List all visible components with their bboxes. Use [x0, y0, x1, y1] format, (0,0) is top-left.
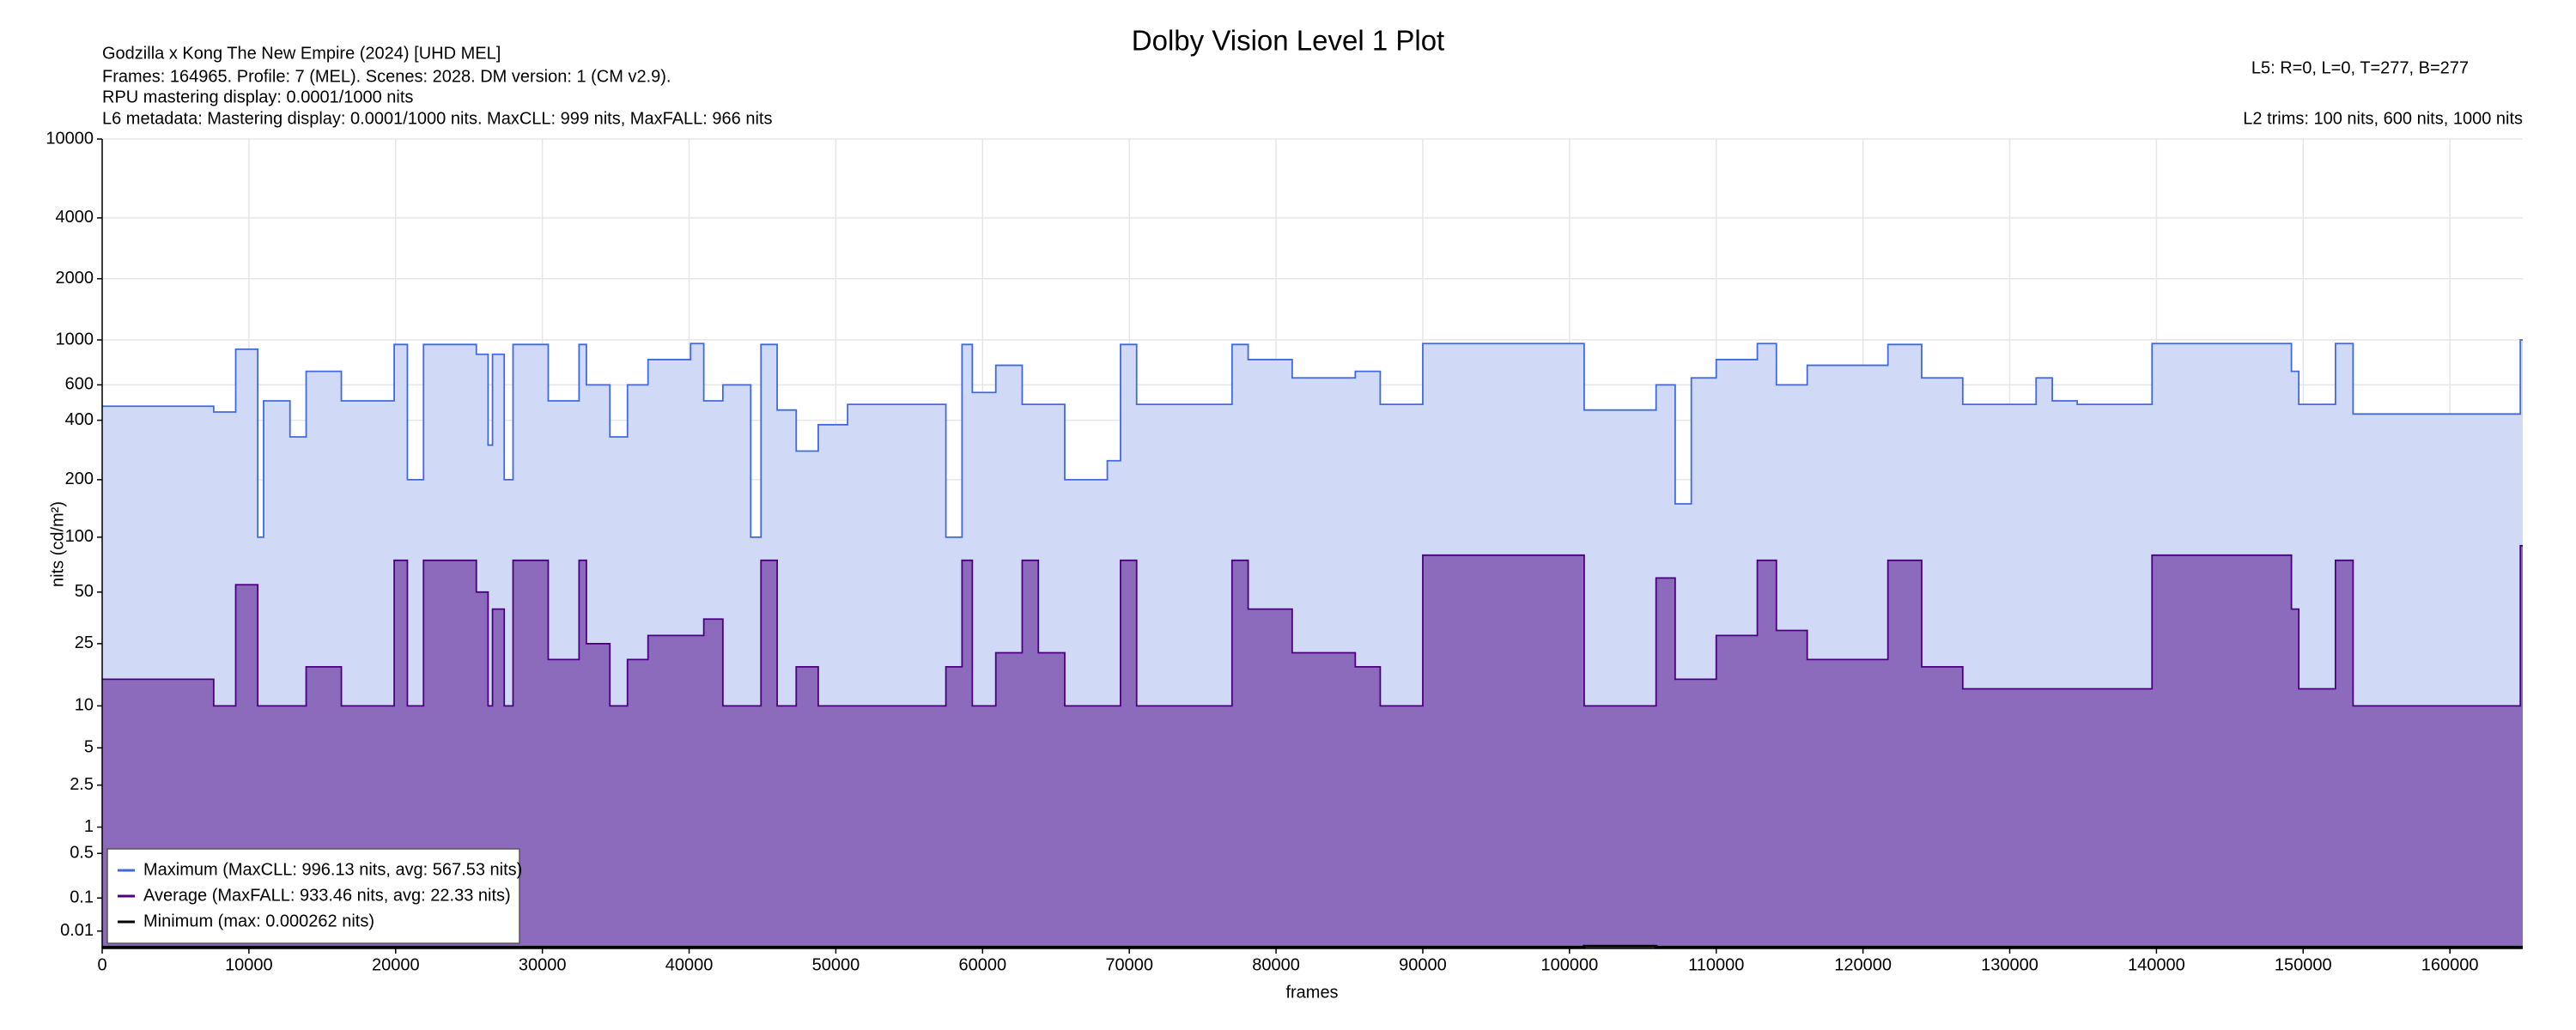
x-tick-label: 150000: [2275, 955, 2332, 974]
x-axis-label: frames: [1285, 983, 1338, 1002]
y-tick-label: 10: [75, 696, 94, 715]
y-tick-label: 1: [84, 817, 94, 836]
y-tick-label: 600: [65, 375, 94, 394]
x-tick-label: 130000: [1981, 955, 2038, 974]
legend-label: Average (MaxFALL: 933.46 nits, avg: 22.3…: [143, 886, 511, 905]
x-tick-label: 140000: [2128, 955, 2185, 974]
x-tick-label: 100000: [1540, 955, 1598, 974]
y-tick-label: 50: [75, 582, 94, 601]
x-tick-label: 70000: [1105, 955, 1153, 974]
legend-label: Minimum (max: 0.000262 nits): [143, 912, 374, 930]
y-tick-label: 1000: [56, 330, 94, 348]
x-tick-label: 90000: [1399, 955, 1447, 974]
y-tick-label: 100: [65, 527, 94, 546]
y-tick-label: 400: [65, 410, 94, 429]
series-line: [102, 944, 2523, 948]
annotation: Frames: 164965. Profile: 7 (MEL). Scenes…: [102, 67, 671, 86]
y-tick-label: 10000: [46, 129, 94, 148]
y-tick-label: 2.5: [70, 775, 94, 794]
x-tick-label: 110000: [1688, 955, 1744, 974]
x-tick-label: 10000: [225, 955, 273, 974]
y-tick-label: 0.01: [60, 921, 94, 940]
series-line: [102, 339, 2523, 538]
x-tick-label: 20000: [372, 955, 420, 974]
x-tick-label: 30000: [519, 955, 567, 974]
y-tick-label: 2000: [56, 269, 94, 288]
annotation: L2 trims: 100 nits, 600 nits, 1000 nits: [2243, 109, 2523, 128]
x-tick-label: 60000: [958, 955, 1006, 974]
legend-box: [106, 848, 520, 944]
series-line: [102, 544, 2523, 707]
legend-label: Maximum (MaxCLL: 996.13 nits, avg: 567.5…: [143, 860, 522, 879]
annotation: RPU mastering display: 0.0001/1000 nits: [102, 88, 413, 106]
y-tick-label: 200: [65, 470, 94, 488]
y-tick-label: 25: [75, 633, 94, 652]
y-tick-label: 5: [84, 738, 94, 757]
y-tick-label: 4000: [56, 208, 94, 227]
x-tick-label: 80000: [1252, 955, 1300, 974]
x-tick-label: 160000: [2421, 955, 2479, 974]
plot-area: [101, 138, 2523, 948]
series-area: [102, 545, 2523, 948]
annotation: Godzilla x Kong The New Empire (2024) [U…: [102, 44, 501, 63]
x-tick-label: 50000: [812, 955, 860, 974]
y-tick-label: 0.1: [70, 888, 94, 906]
annotation: L5: R=0, L=0, T=277, B=277: [2251, 58, 2469, 77]
x-tick-label: 0: [97, 955, 106, 974]
y-tick-label: 0.5: [70, 844, 94, 863]
chart-title: Dolby Vision Level 1 Plot: [1132, 25, 1444, 57]
x-tick-label: 120000: [1834, 955, 1892, 974]
annotation: L6 metadata: Mastering display: 0.0001/1…: [102, 109, 772, 128]
x-tick-label: 40000: [665, 955, 714, 974]
y-axis-label: nits (cd/m²): [48, 501, 67, 587]
